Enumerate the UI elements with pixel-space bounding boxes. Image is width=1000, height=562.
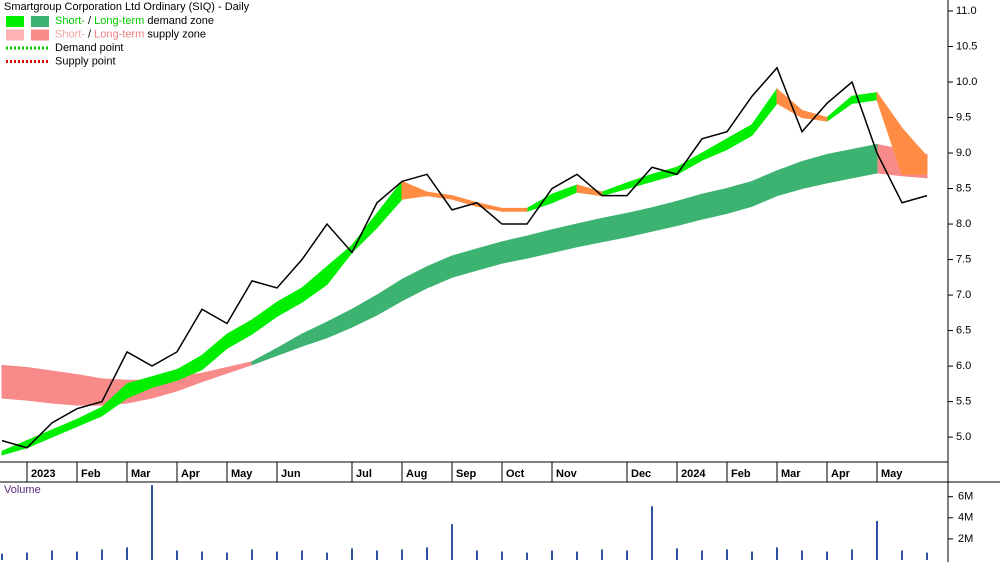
volume-tick-label: 2M bbox=[958, 533, 973, 545]
volume-bar bbox=[751, 551, 753, 560]
volume-bar bbox=[601, 549, 603, 560]
x-tick-label: Oct bbox=[506, 468, 525, 480]
volume-bar bbox=[576, 551, 578, 560]
legend-swatch bbox=[31, 16, 49, 27]
x-tick-label: 2024 bbox=[681, 468, 706, 480]
legend-text: demand zone bbox=[144, 15, 214, 27]
legend-text: Short- bbox=[55, 28, 85, 40]
legend-text: Supply point bbox=[55, 55, 116, 67]
volume-bar bbox=[726, 549, 728, 560]
x-tick-label: May bbox=[231, 468, 253, 480]
legend-label: Short- / Long-term demand zone bbox=[55, 15, 214, 27]
y-tick-label: 6.0 bbox=[956, 360, 971, 372]
legend-swatch bbox=[6, 16, 24, 27]
volume-bar bbox=[851, 549, 853, 560]
volume-bar bbox=[351, 548, 353, 560]
y-tick-label: 7.0 bbox=[956, 289, 971, 301]
y-tick-label: 10.5 bbox=[956, 40, 977, 52]
legend-text: supply zone bbox=[144, 28, 206, 40]
x-tick-label: Mar bbox=[781, 468, 801, 480]
x-tick-label: Dec bbox=[631, 468, 651, 480]
volume-bar bbox=[826, 551, 828, 560]
volume-bar bbox=[476, 550, 478, 560]
y-tick-label: 7.5 bbox=[956, 253, 971, 265]
volume-bar bbox=[776, 547, 778, 560]
zone-band bbox=[876, 91, 928, 175]
x-tick-label: Apr bbox=[181, 468, 201, 480]
x-tick-label: Apr bbox=[831, 468, 851, 480]
y-tick-label: 5.0 bbox=[956, 431, 971, 443]
volume-bar bbox=[901, 550, 903, 560]
volume-bar bbox=[426, 547, 428, 560]
volume-bar bbox=[676, 548, 678, 560]
price-line bbox=[1, 66, 928, 449]
volume-bar bbox=[451, 524, 453, 560]
x-tick-label: Jun bbox=[281, 468, 301, 480]
legend-text: Long-term bbox=[94, 15, 144, 27]
y-tick-label: 9.5 bbox=[956, 111, 971, 123]
volume-tick-label: 6M bbox=[958, 491, 973, 503]
volume-bar bbox=[401, 549, 403, 560]
volume-bar bbox=[651, 506, 653, 560]
y-tick-label: 11.0 bbox=[956, 5, 977, 17]
volume-bar bbox=[176, 550, 178, 560]
x-tick-label: Feb bbox=[731, 468, 751, 480]
x-tick-label: Mar bbox=[131, 468, 151, 480]
x-tick-label: Sep bbox=[456, 468, 476, 480]
zone-band bbox=[401, 180, 528, 212]
legend-label: Demand point bbox=[55, 42, 124, 54]
x-tick-label: Aug bbox=[406, 468, 427, 480]
volume-bar bbox=[201, 551, 203, 560]
volume-bar bbox=[76, 551, 78, 560]
volume-bar bbox=[126, 547, 128, 560]
y-tick-label: 8.0 bbox=[956, 218, 971, 230]
legend-text: / bbox=[85, 28, 94, 40]
volume-bar bbox=[51, 550, 53, 560]
volume-bar bbox=[876, 520, 878, 560]
legend-swatch bbox=[31, 29, 49, 41]
volume-bar bbox=[701, 550, 703, 560]
y-tick-label: 9.0 bbox=[956, 147, 971, 159]
volume-bar bbox=[326, 552, 328, 560]
x-tick-label: 2023 bbox=[31, 468, 55, 480]
volume-bar bbox=[801, 550, 803, 560]
zone-band bbox=[776, 88, 828, 122]
x-tick-label: May bbox=[881, 468, 903, 480]
volume-tick-label: 4M bbox=[958, 512, 973, 524]
legend-text: Short- bbox=[55, 15, 85, 27]
volume-bar bbox=[251, 549, 253, 560]
volume-bar bbox=[501, 551, 503, 560]
y-tick-label: 5.5 bbox=[956, 395, 971, 407]
x-tick-label: Feb bbox=[81, 468, 101, 480]
x-tick-label: Nov bbox=[556, 468, 578, 480]
legend-text: Long-term bbox=[94, 28, 144, 40]
volume-bar bbox=[101, 549, 103, 560]
volume-bar bbox=[226, 552, 228, 560]
y-tick-label: 8.5 bbox=[956, 182, 971, 194]
y-tick-label: 6.5 bbox=[956, 324, 971, 336]
volume-bar bbox=[551, 550, 553, 560]
volume-bar bbox=[276, 551, 278, 560]
volume-bar bbox=[26, 552, 28, 560]
volume-bar bbox=[626, 550, 628, 560]
legend-text: / bbox=[85, 15, 94, 27]
volume-bar bbox=[526, 552, 528, 560]
volume-bar bbox=[926, 552, 928, 560]
volume-bar bbox=[151, 485, 153, 560]
legend-swatch bbox=[6, 29, 24, 41]
legend-label: Short- / Long-term supply zone bbox=[55, 28, 206, 40]
legend-label: Supply point bbox=[55, 55, 116, 67]
x-tick-label: Jul bbox=[356, 468, 372, 480]
y-tick-label: 10.0 bbox=[956, 76, 977, 88]
volume-bar bbox=[376, 550, 378, 560]
chart-title: Smartgroup Corporation Ltd Ordinary (SIQ… bbox=[4, 1, 250, 13]
volume-bar bbox=[1, 553, 3, 560]
volume-bar bbox=[301, 550, 303, 560]
volume-title: Volume bbox=[4, 484, 41, 496]
zone-band bbox=[251, 143, 878, 366]
legend-text: Demand point bbox=[55, 42, 124, 54]
